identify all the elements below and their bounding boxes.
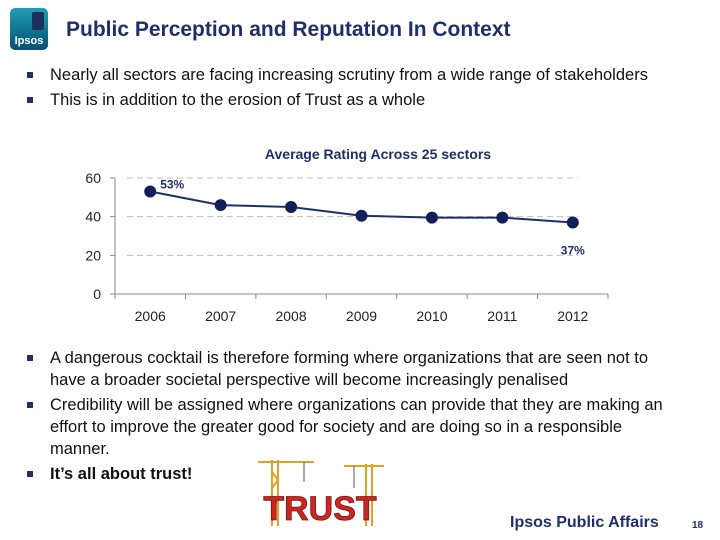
- ipsos-logo: Ipsos: [10, 8, 48, 50]
- data-label: 53%: [160, 178, 184, 192]
- x-tick-label: 2006: [135, 308, 166, 324]
- x-tick-label: 2011: [487, 308, 517, 324]
- logo-text: Ipsos: [14, 35, 44, 47]
- data-point: [355, 209, 368, 222]
- data-point: [285, 201, 298, 213]
- logo-stripe: [32, 12, 44, 30]
- y-tick-label: 20: [85, 247, 101, 263]
- chart-title: Average Rating Across 25 sectors: [264, 146, 492, 162]
- line-chart: 0 20 40 60 2006 2007 2008 2009 2010 2011 2012 53% 37…: [85, 170, 609, 324]
- bullet-square-icon: [27, 355, 33, 361]
- data-point: [425, 211, 438, 224]
- x-tick-label: 2008: [275, 308, 306, 324]
- bullet-square-icon: [27, 471, 33, 477]
- x-tick-label: 2009: [346, 308, 377, 324]
- data-label: 37%: [561, 243, 585, 257]
- x-tick-label: 2007: [205, 308, 236, 324]
- bullet-square-icon: [27, 72, 33, 78]
- bullet-text: It’s all about trust!: [50, 465, 193, 483]
- footer-brand: Ipsos Public Affairs: [510, 514, 659, 531]
- y-tick-label: 0: [93, 286, 101, 302]
- bullet-item: Credibility will be assigned where organ…: [24, 394, 684, 460]
- bullet-item: A dangerous cocktail is therefore formin…: [24, 347, 684, 391]
- data-point: [144, 185, 157, 198]
- bullet-item: This is in addition to the erosion of Tr…: [24, 89, 704, 111]
- bottom-bullet-list: A dangerous cocktail is therefore formin…: [24, 347, 684, 488]
- bullet-text: Nearly all sectors are facing increasing…: [50, 66, 648, 84]
- trust-construction-image: TRUST: [258, 460, 384, 526]
- bullet-text: A dangerous cocktail is therefore formin…: [50, 349, 649, 389]
- bullet-square-icon: [27, 97, 33, 103]
- data-point: [214, 199, 227, 212]
- trust-word: TRUST: [263, 490, 377, 526]
- bullet-text: This is in addition to the erosion of Tr…: [50, 91, 426, 109]
- y-tick-label: 40: [85, 209, 101, 225]
- bullet-text: Credibility will be assigned where organ…: [50, 396, 663, 458]
- bullet-item: It’s all about trust!: [24, 463, 684, 485]
- data-point: [566, 216, 579, 229]
- x-tick-label: 2012: [557, 308, 588, 324]
- x-tick-label: 2010: [416, 308, 447, 324]
- page-number: 18: [692, 520, 704, 531]
- page-title: Public Perception and Reputation In Cont…: [66, 18, 511, 41]
- bullet-item: Nearly all sectors are facing increasing…: [24, 64, 704, 86]
- top-bullet-list: Nearly all sectors are facing increasing…: [24, 64, 704, 114]
- bullet-square-icon: [27, 402, 33, 408]
- data-point: [496, 211, 509, 224]
- y-tick-label: 60: [85, 170, 101, 186]
